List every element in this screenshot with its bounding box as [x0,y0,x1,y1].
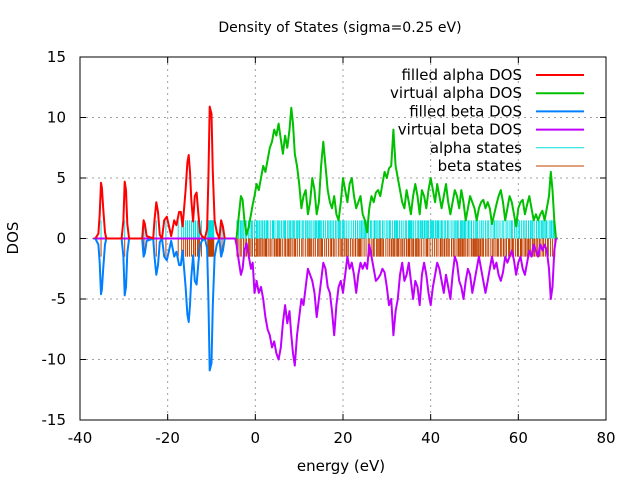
y-tick-label: 15 [47,48,66,66]
legend-label: alpha states [430,139,522,157]
x-tick-label: 20 [333,429,352,447]
y-tick-label: -5 [51,290,66,308]
y-tick-label: 5 [56,169,66,187]
y-tick-label: 10 [47,109,66,127]
legend-label: virtual beta DOS [398,121,522,139]
virtual-alpha-DOS-line [235,106,557,239]
x-tick-label: 80 [596,429,615,447]
filled-alpha-DOS-line [94,105,226,240]
legend-label: filled beta DOS [409,102,522,120]
ticks: -40 -20 0 20 40 60 80 -15 -10 -5 0 5 10 15 [42,48,616,447]
x-tick-label: 60 [509,429,528,447]
y-tick-label: -10 [42,351,67,369]
x-axis-label: energy (eV) [297,457,385,475]
alpha-states-impulses [100,220,555,239]
legend-label: virtual alpha DOS [390,84,522,102]
x-tick-label: -20 [155,429,180,447]
chart-title: Density of States (sigma=0.25 eV) [218,20,461,36]
filled-beta-DOS-line [94,237,226,372]
series-lines [93,105,558,372]
x-tick-label: 0 [251,429,261,447]
legend-label: beta states [438,157,523,175]
virtual-beta-DOS-line [93,237,558,367]
x-tick-label: -40 [68,429,93,447]
y-tick-label: 0 [56,230,66,248]
y-axis-label: DOS [4,222,22,255]
legend-label: filled alpha DOS [401,66,522,84]
y-tick-label: -15 [42,411,67,429]
x-tick-label: 40 [421,429,440,447]
